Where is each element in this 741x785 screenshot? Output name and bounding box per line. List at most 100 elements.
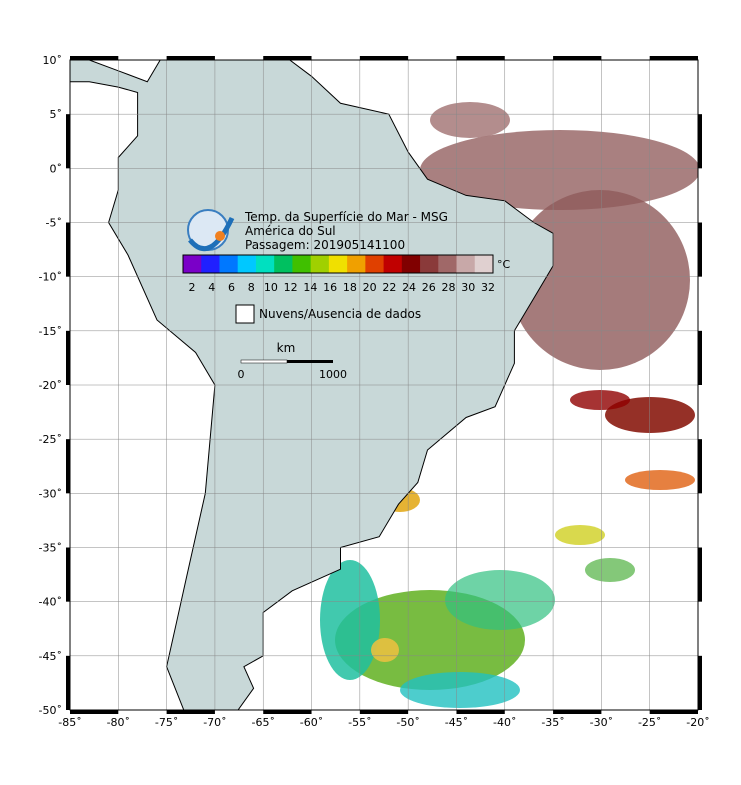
frame-segment — [698, 547, 702, 602]
lat-label: 0˚ — [50, 162, 63, 175]
colorbar-cell — [310, 255, 330, 273]
scale-end: 1000 — [319, 368, 347, 381]
legend-swatch — [235, 304, 255, 324]
colorbar-label: 18 — [343, 281, 357, 294]
frame-segment — [456, 710, 505, 714]
lat-label: -40˚ — [39, 596, 62, 609]
frame-segment — [649, 56, 698, 60]
lon-label: -80˚ — [107, 716, 130, 729]
lon-label: -30˚ — [590, 716, 613, 729]
lat-label: -45˚ — [39, 650, 62, 663]
lon-label: -70˚ — [203, 716, 226, 729]
colorbar-label: 26 — [422, 281, 436, 294]
colorbar-label: 10 — [264, 281, 278, 294]
frame-segment — [66, 114, 70, 169]
colorbar-frame — [182, 254, 494, 274]
lat-label: -15˚ — [39, 325, 62, 338]
colorbar-label: 28 — [442, 281, 456, 294]
scale-start: 0 — [238, 368, 245, 381]
frame-segment — [553, 710, 602, 714]
lat-label: -50˚ — [39, 704, 62, 717]
colorbar-label: 14 — [303, 281, 317, 294]
lat-label: -20˚ — [39, 379, 62, 392]
frame-segment — [359, 56, 409, 60]
colorbar-cell — [438, 255, 458, 273]
colorbar-label: 6 — [228, 281, 235, 294]
colorbar-cell — [365, 255, 385, 273]
colorbar-cell — [292, 255, 312, 273]
colorbar-label: 22 — [382, 281, 396, 294]
colorbar-cell — [219, 255, 239, 273]
lon-label: -75˚ — [155, 716, 178, 729]
lat-label: -35˚ — [39, 542, 62, 555]
lon-label: -35˚ — [541, 716, 564, 729]
colorbar-label: 12 — [284, 281, 298, 294]
colorbar-cell — [474, 255, 494, 273]
frame-segment — [649, 710, 698, 714]
lon-label: -85˚ — [58, 716, 81, 729]
frame-segment — [166, 56, 215, 60]
frame-segment — [359, 710, 409, 714]
colorbar-cell — [328, 255, 348, 273]
frame-segment — [698, 114, 702, 169]
title: Temp. da Superfície do Mar - MSG — [244, 210, 448, 224]
lat-label: -25˚ — [39, 433, 62, 446]
lon-label: -65˚ — [251, 716, 274, 729]
subtitle: América do Sul — [245, 224, 336, 238]
lon-label: -45˚ — [445, 716, 468, 729]
colorbar-label: 2 — [189, 281, 196, 294]
logo-sun — [215, 231, 225, 241]
colorbar-cell — [401, 255, 421, 273]
frame-segment — [66, 222, 70, 277]
colorbar-cell — [383, 255, 403, 273]
colorbar-unit: °C — [497, 258, 511, 271]
colorbar-label: 30 — [461, 281, 475, 294]
colorbar-cell — [201, 255, 220, 273]
lat-label: -10˚ — [39, 271, 62, 284]
lon-label: -20˚ — [686, 716, 709, 729]
logo-arrow — [188, 216, 235, 252]
colorbar-label: 20 — [363, 281, 377, 294]
lat-label: 5˚ — [50, 108, 63, 121]
colorbar-cell — [456, 255, 476, 273]
frame-segment — [66, 439, 70, 494]
colorbar-label: 8 — [248, 281, 255, 294]
colorbar-label: 24 — [402, 281, 416, 294]
colorbar-cell — [255, 255, 275, 273]
frame-segment — [166, 710, 215, 714]
frame-segment — [456, 56, 505, 60]
lat-label: -30˚ — [39, 487, 62, 500]
lon-label: -40˚ — [493, 716, 516, 729]
scale-unit: km — [277, 341, 296, 355]
colorbar-label: 4 — [208, 281, 215, 294]
frame-segment — [698, 330, 702, 385]
frame-segment — [698, 655, 702, 710]
frame-segment — [66, 330, 70, 385]
pass-time: Passagem: 201905141100 — [245, 238, 405, 252]
frame-segment — [70, 710, 119, 714]
lon-label: -25˚ — [638, 716, 661, 729]
frame-segment — [553, 56, 602, 60]
frame-segment — [263, 710, 312, 714]
sst-data — [320, 102, 698, 708]
colorbar-cell — [237, 255, 257, 273]
legend-label: Nuvens/Ausencia de dados — [259, 307, 421, 321]
scale-bar-half — [240, 359, 288, 364]
colorbar-cell — [274, 255, 293, 273]
frame-segment — [70, 56, 119, 60]
lat-label: 10˚ — [43, 54, 63, 67]
frame-segment — [263, 56, 312, 60]
colorbar-cell — [347, 255, 366, 273]
colorbar-cell — [183, 255, 202, 273]
frame-segment — [66, 547, 70, 602]
colorbar-cell — [420, 255, 439, 273]
colorbar-label: 16 — [323, 281, 337, 294]
lon-label: -50˚ — [396, 716, 419, 729]
frame-segment — [698, 222, 702, 277]
lat-label: -5˚ — [46, 217, 62, 230]
frame-segment — [66, 655, 70, 710]
lon-label: -60˚ — [300, 716, 323, 729]
lon-label: -55˚ — [348, 716, 371, 729]
colorbar-label: 32 — [481, 281, 495, 294]
